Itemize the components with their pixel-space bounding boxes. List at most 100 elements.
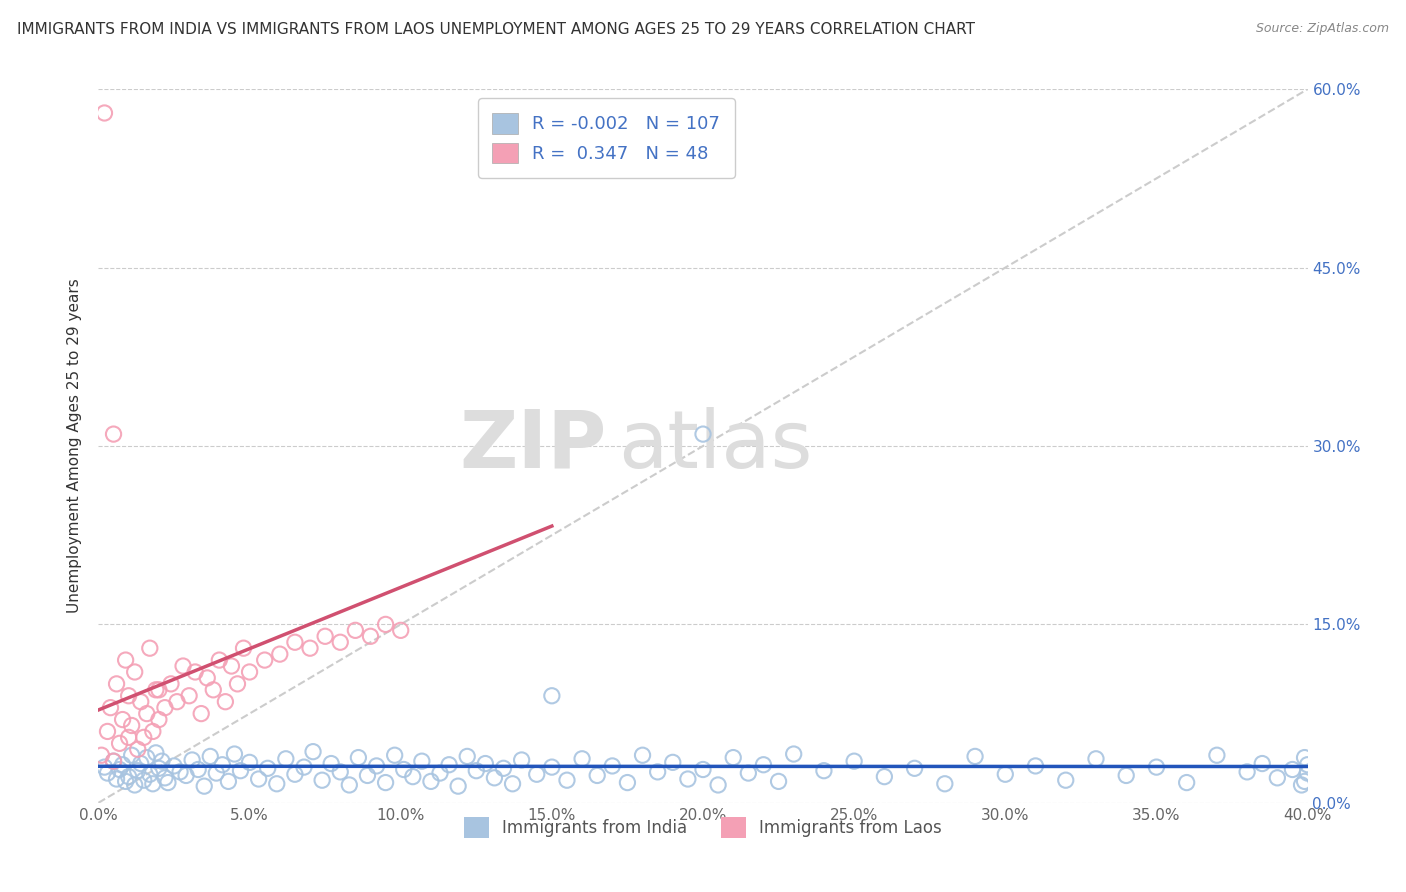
Point: [114, 653, 136, 667]
Point: [540, 689, 562, 703]
Point: [118, 689, 141, 703]
Point: [145, 682, 167, 697]
Point: [135, 706, 157, 721]
Point: [153, 771, 176, 785]
Point: [202, 682, 225, 697]
Point: [193, 779, 215, 793]
Point: [311, 773, 333, 788]
Point: [266, 777, 288, 791]
Point: [1115, 768, 1137, 782]
Point: [121, 718, 143, 732]
Legend: Immigrants from India, Immigrants from Laos: Immigrants from India, Immigrants from L…: [457, 811, 949, 845]
Point: [256, 761, 278, 775]
Point: [105, 677, 128, 691]
Point: [510, 753, 533, 767]
Point: [1085, 752, 1108, 766]
Point: [190, 706, 212, 721]
Point: [160, 677, 183, 691]
Point: [411, 754, 433, 768]
Point: [200, 749, 222, 764]
Point: [127, 742, 149, 756]
Point: [768, 774, 790, 789]
Text: Source: ZipAtlas.com: Source: ZipAtlas.com: [1256, 22, 1389, 36]
Point: [108, 736, 131, 750]
Point: [586, 768, 609, 782]
Point: [118, 731, 141, 745]
Point: [676, 772, 699, 786]
Text: IMMIGRANTS FROM INDIA VS IMMIGRANTS FROM LAOS UNEMPLOYMENT AMONG AGES 25 TO 29 Y: IMMIGRANTS FROM INDIA VS IMMIGRANTS FROM…: [17, 22, 974, 37]
Point: [96, 766, 118, 780]
Point: [647, 764, 669, 779]
Point: [179, 689, 201, 703]
Point: [384, 748, 406, 763]
Point: [1175, 775, 1198, 789]
Point: [253, 653, 276, 667]
Point: [139, 641, 162, 656]
Point: [502, 777, 524, 791]
Point: [314, 629, 336, 643]
Point: [148, 761, 170, 775]
Point: [124, 778, 146, 792]
Point: [299, 641, 322, 656]
Point: [437, 757, 460, 772]
Point: [129, 695, 152, 709]
Y-axis label: Unemployment Among Ages 25 to 29 years: Unemployment Among Ages 25 to 29 years: [67, 278, 83, 614]
Point: [1206, 748, 1229, 763]
Point: [148, 713, 170, 727]
Point: [1144, 760, 1167, 774]
Point: [965, 749, 987, 764]
Point: [934, 777, 956, 791]
Point: [226, 677, 249, 691]
Point: [181, 753, 204, 767]
Point: [1281, 763, 1303, 777]
Point: [139, 767, 162, 781]
Point: [813, 764, 835, 778]
Point: [402, 770, 425, 784]
Point: [211, 757, 233, 772]
Point: [214, 695, 236, 709]
Point: [1236, 764, 1258, 779]
Point: [148, 682, 170, 697]
Point: [93, 760, 115, 774]
Point: [631, 748, 654, 763]
Point: [118, 770, 141, 784]
Point: [555, 773, 578, 788]
Point: [302, 745, 325, 759]
Point: [96, 724, 118, 739]
Point: [217, 774, 239, 789]
Point: [111, 757, 134, 772]
Point: [540, 760, 562, 774]
Point: [429, 766, 451, 780]
Point: [526, 767, 548, 781]
Point: [447, 779, 470, 793]
Point: [329, 635, 352, 649]
Point: [707, 778, 730, 792]
Point: [360, 629, 382, 643]
Point: [844, 754, 866, 768]
Point: [105, 772, 128, 786]
Point: [153, 700, 176, 714]
Point: [1296, 757, 1319, 772]
Point: [1294, 750, 1316, 764]
Point: [392, 763, 415, 777]
Point: [111, 713, 134, 727]
Point: [321, 756, 343, 771]
Point: [329, 764, 352, 779]
Point: [269, 647, 291, 661]
Point: [172, 659, 194, 673]
Point: [187, 763, 209, 777]
Point: [156, 775, 179, 789]
Point: [145, 746, 167, 760]
Point: [205, 766, 228, 780]
Point: [108, 763, 131, 777]
Point: [195, 671, 218, 685]
Point: [93, 106, 115, 120]
Point: [1054, 773, 1077, 788]
Point: [1291, 778, 1313, 792]
Point: [723, 750, 745, 764]
Point: [1024, 759, 1046, 773]
Point: [132, 731, 155, 745]
Point: [124, 665, 146, 679]
Point: [571, 752, 593, 766]
Point: [135, 750, 157, 764]
